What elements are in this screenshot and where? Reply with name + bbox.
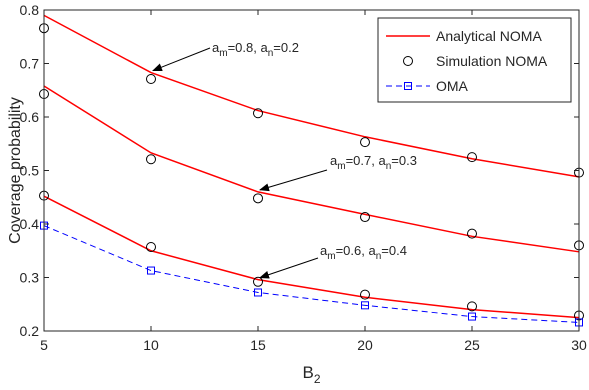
y-axis-label: Coverage probability xyxy=(7,97,24,244)
y-tick-label: 0.5 xyxy=(20,163,40,179)
annotation-arrow xyxy=(259,257,319,279)
simulation-noma-point xyxy=(146,242,156,253)
simulation-noma-point xyxy=(253,193,263,204)
analytical-noma-line xyxy=(43,14,580,178)
x-tick-label: 30 xyxy=(571,337,587,353)
x-axis-label-subscript: 2 xyxy=(314,372,321,386)
simulation-noma-point xyxy=(467,301,477,312)
x-axis-label-base: B xyxy=(302,363,313,382)
legend-label: Simulation NOMA xyxy=(436,53,548,69)
annotation-label: am=0.8, an=0.2 xyxy=(212,40,299,59)
x-tick-label: 10 xyxy=(143,337,159,353)
simulation-noma-point xyxy=(146,154,156,165)
simulation-noma-point xyxy=(253,276,263,287)
annotation-arrow xyxy=(259,169,328,192)
x-tick-label: 25 xyxy=(464,337,480,353)
y-tick-label: 0.2 xyxy=(20,323,40,339)
x-tick-label: 5 xyxy=(40,337,48,353)
x-axis-label: B2 xyxy=(302,363,320,386)
legend-swatch-simulation xyxy=(403,56,413,66)
annotation-label: am=0.7, an=0.3 xyxy=(330,153,417,172)
legend: Analytical NOMA Simulation NOMA OMA xyxy=(377,17,572,103)
simulation-noma-point xyxy=(360,289,370,300)
oma-point xyxy=(147,266,155,275)
simulation-noma-point xyxy=(360,212,370,223)
annotation-label: am=0.6, an=0.4 xyxy=(320,243,407,262)
x-tick-label: 15 xyxy=(250,337,266,353)
oma-point xyxy=(468,312,476,321)
y-tick-label: 0.8 xyxy=(20,2,40,18)
simulation-noma-point xyxy=(253,108,263,119)
y-tick-label: 0.6 xyxy=(20,109,40,125)
simulation-noma-point xyxy=(146,74,156,85)
analytical-noma-line xyxy=(43,195,580,319)
legend-label: OMA xyxy=(436,78,469,94)
y-tick-label: 0.3 xyxy=(20,270,40,286)
simulation-noma-point xyxy=(467,228,477,239)
x-tick-label: 20 xyxy=(357,337,373,353)
simulation-noma-point xyxy=(467,152,477,163)
y-tick-label: 0.4 xyxy=(20,216,40,232)
legend-frame xyxy=(377,17,572,103)
annotation-arrow xyxy=(152,47,211,72)
legend-label: Analytical NOMA xyxy=(436,28,542,44)
oma-point xyxy=(254,288,262,297)
legend-swatch-oma-marker xyxy=(404,82,412,90)
analytical-noma-line xyxy=(43,85,580,253)
oma-point xyxy=(361,301,369,310)
y-tick-label: 0.7 xyxy=(20,56,40,72)
simulation-noma-point xyxy=(360,137,370,148)
